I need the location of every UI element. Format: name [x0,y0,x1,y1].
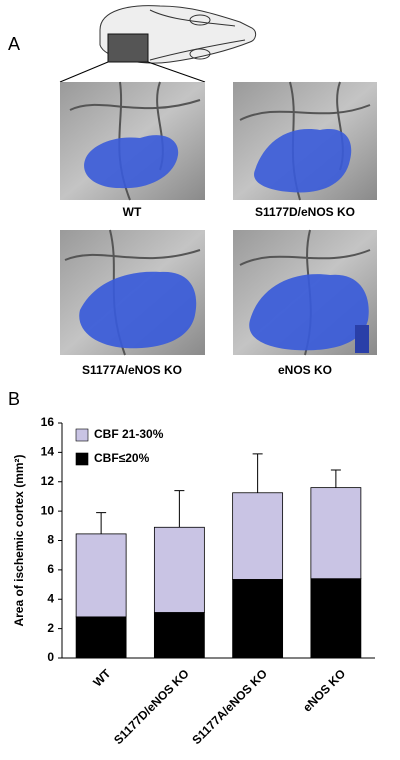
zoom-line [59,61,109,83]
y-tick-label: 12 [41,474,55,488]
x-tick-label: S1177A/eNOS KO [189,666,270,747]
bar-segment [232,492,284,580]
x-tick-label: S1177D/eNOS KO [111,666,192,747]
error-bar [330,469,341,488]
image [60,81,205,201]
error-bar [174,490,185,528]
y-tick-label: 2 [47,621,54,635]
image [233,81,377,201]
legend-label: CBF≤20% [94,451,150,465]
bar-segment [75,533,127,618]
image [60,229,205,356]
panel-label: B [8,389,20,409]
zoom-line [147,61,206,83]
legend-swatch [75,428,89,442]
legend-label: CBF 21-30% [94,427,164,441]
region-box [107,33,149,63]
y-tick-label: 10 [41,503,55,517]
legend-swatch [75,452,89,466]
y-tick-label: 16 [41,415,55,429]
image-caption: eNOS KO [278,363,332,377]
y-tick-label: 8 [47,533,54,547]
bar-segment [232,579,284,659]
y-tick-label: 6 [47,562,54,576]
image-caption: S1177D/eNOS KO [255,205,355,219]
image [233,229,377,356]
bar-segment [310,578,362,659]
error-bar [252,453,263,493]
image-caption: WT [123,205,142,219]
bar-segment [310,487,362,580]
bar-segment [153,526,205,613]
error-bar [96,512,107,534]
y-axis-label: Area of ischemic cortex (mm²) [12,454,26,626]
y-tick-label: 0 [47,650,54,664]
x-tick-label: WT [90,666,114,690]
x-tick-label: eNOS KO [300,666,348,714]
image-caption: S1177A/eNOS KO [82,363,182,377]
chart: 0 2 4 6 8 10 12 14 16 Area of ischemic cortex (mm… [12,415,375,747]
y-tick-label: 14 [41,445,55,459]
panel-label: A [8,34,20,54]
y-tick-label: 4 [47,591,54,605]
bar-segment [75,616,127,659]
bar-segment [153,612,205,659]
